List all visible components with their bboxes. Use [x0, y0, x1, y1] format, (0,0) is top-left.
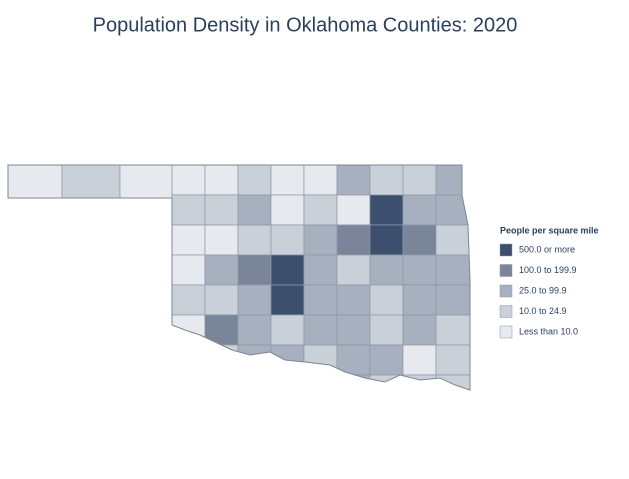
county — [336, 165, 371, 196]
county — [336, 284, 371, 316]
county — [435, 314, 470, 346]
county — [204, 374, 239, 390]
county — [237, 284, 272, 316]
county — [171, 314, 206, 346]
county — [435, 344, 470, 376]
county — [171, 165, 206, 196]
county — [369, 344, 404, 376]
county — [270, 254, 305, 286]
county — [204, 314, 239, 346]
county — [303, 344, 338, 376]
county — [171, 254, 206, 286]
county — [237, 165, 272, 196]
county — [270, 224, 305, 256]
county — [303, 314, 338, 346]
county — [204, 284, 239, 316]
county — [61, 165, 121, 199]
county — [171, 374, 206, 390]
county — [435, 374, 470, 390]
county — [237, 254, 272, 286]
county — [402, 194, 437, 226]
state-outline — [7, 164, 471, 391]
county — [237, 374, 272, 390]
map-title: Population Density in Oklahoma Counties:… — [93, 14, 518, 36]
legend-label: 10.0 to 24.9 — [519, 306, 567, 316]
county — [303, 254, 338, 286]
county — [204, 165, 239, 196]
state-map — [8, 165, 470, 390]
county — [119, 165, 173, 199]
legend-title: People per square mile — [500, 225, 599, 235]
county — [237, 194, 272, 226]
county — [402, 344, 437, 376]
county — [237, 314, 272, 346]
county — [435, 224, 470, 256]
county — [336, 194, 371, 226]
county — [171, 344, 206, 376]
county — [402, 224, 437, 256]
legend-swatch — [499, 325, 513, 339]
county — [369, 224, 404, 256]
county — [303, 224, 338, 256]
county — [369, 284, 404, 316]
county — [369, 254, 404, 286]
county — [336, 314, 371, 346]
county — [369, 314, 404, 346]
county — [402, 254, 437, 286]
county — [303, 284, 338, 316]
legend-label: 100.0 to 199.9 — [519, 265, 577, 275]
county — [270, 314, 305, 346]
county — [369, 165, 404, 196]
county — [204, 254, 239, 286]
county — [402, 165, 437, 196]
county — [204, 344, 239, 376]
county — [237, 344, 272, 376]
legend-label: 500.0 or more — [519, 244, 575, 254]
legend-swatch — [499, 264, 513, 277]
legend-label: Less than 10.0 — [519, 326, 578, 336]
county — [204, 224, 239, 256]
legend: People per square mile 500.0 or more 100.… — [499, 225, 599, 339]
county — [402, 284, 437, 316]
county — [435, 165, 470, 196]
county — [435, 254, 470, 286]
county — [270, 284, 305, 316]
legend-label: 25.0 to 99.9 — [519, 285, 567, 295]
county — [270, 374, 305, 390]
county — [402, 314, 437, 346]
county — [303, 374, 338, 390]
legend-swatch — [499, 305, 513, 318]
county — [336, 374, 371, 390]
legend-swatch — [499, 243, 513, 257]
county — [369, 194, 404, 226]
county — [237, 224, 272, 256]
county — [435, 284, 470, 316]
county — [8, 165, 63, 199]
legend-swatch — [499, 284, 513, 298]
county — [270, 165, 305, 196]
county — [171, 284, 206, 316]
county — [303, 194, 338, 226]
county — [336, 254, 371, 286]
county — [336, 224, 371, 256]
county — [270, 194, 305, 226]
county — [171, 224, 206, 256]
county — [204, 194, 239, 226]
county — [171, 194, 206, 226]
county — [303, 165, 338, 196]
